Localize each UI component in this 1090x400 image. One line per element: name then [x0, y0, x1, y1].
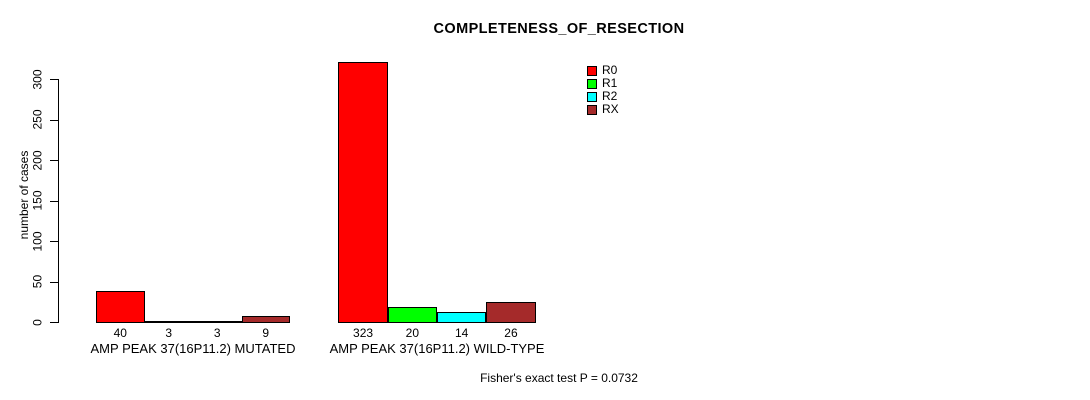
- legend-swatch-r2: [587, 91, 597, 102]
- chart-title: COMPLETENESS_OF_RESECTION: [433, 21, 685, 37]
- legend-item-r0: R0: [587, 64, 619, 77]
- bar-rx-group2: [486, 302, 536, 324]
- legend-label: RX: [602, 102, 619, 116]
- y-tick-label: 250: [30, 109, 45, 130]
- y-tick-label: 50: [30, 274, 45, 289]
- bar-value-label: 9: [262, 326, 270, 340]
- legend-swatch-r1: [587, 78, 597, 89]
- bar-r2-group2: [437, 312, 487, 324]
- group-label-2: AMP PEAK 37(16P11.2) WILD-TYPE: [329, 341, 545, 356]
- y-tick: [50, 79, 58, 80]
- bar-r0-group1: [96, 291, 145, 324]
- y-tick-label: 300: [30, 68, 45, 90]
- y-tick-label: 100: [30, 230, 45, 252]
- legend-label: R0: [602, 63, 618, 77]
- y-tick: [50, 119, 58, 121]
- bar-value-label: 3: [213, 326, 221, 340]
- legend-item-r2: R2: [587, 90, 619, 103]
- legend-label: R1: [602, 76, 618, 90]
- legend-label: R2: [602, 89, 618, 103]
- bar-r2-group1: [193, 321, 242, 324]
- legend-item-rx: RX: [587, 103, 619, 116]
- y-tick-label: 0: [30, 318, 45, 326]
- y-axis-line: [58, 79, 59, 323]
- annotation-fisher-test: Fisher's exact test P = 0.0732: [480, 371, 638, 385]
- bar-r1-group2: [387, 307, 437, 324]
- bar-value-label: 20: [405, 326, 420, 340]
- y-tick: [50, 200, 58, 202]
- y-tick: [50, 160, 58, 161]
- y-tick: [50, 322, 58, 323]
- bar-value-label: 26: [504, 326, 518, 340]
- bar-r1-group1: [144, 321, 193, 324]
- group-label-1: AMP PEAK 37(16P11.2) MUTATED: [90, 341, 296, 356]
- bar-value-label: 3: [165, 326, 173, 340]
- legend-swatch-rx: [587, 104, 597, 115]
- legend-swatch-r0: [587, 65, 597, 76]
- bar-value-label: 323: [353, 326, 374, 340]
- y-tick: [50, 241, 58, 242]
- legend-item-r1: R1: [587, 77, 619, 90]
- bar-value-label: 14: [454, 326, 469, 340]
- bar-r0-group2: [338, 61, 388, 324]
- y-tick: [50, 281, 58, 283]
- y-axis-label: number of cases: [17, 150, 31, 240]
- y-tick-label: 200: [30, 149, 45, 171]
- y-tick-label: 150: [30, 190, 45, 211]
- bar-value-label: 40: [113, 326, 127, 340]
- legend: R0 R1 R2 RX: [587, 64, 619, 116]
- bar-rx-group1: [241, 316, 290, 324]
